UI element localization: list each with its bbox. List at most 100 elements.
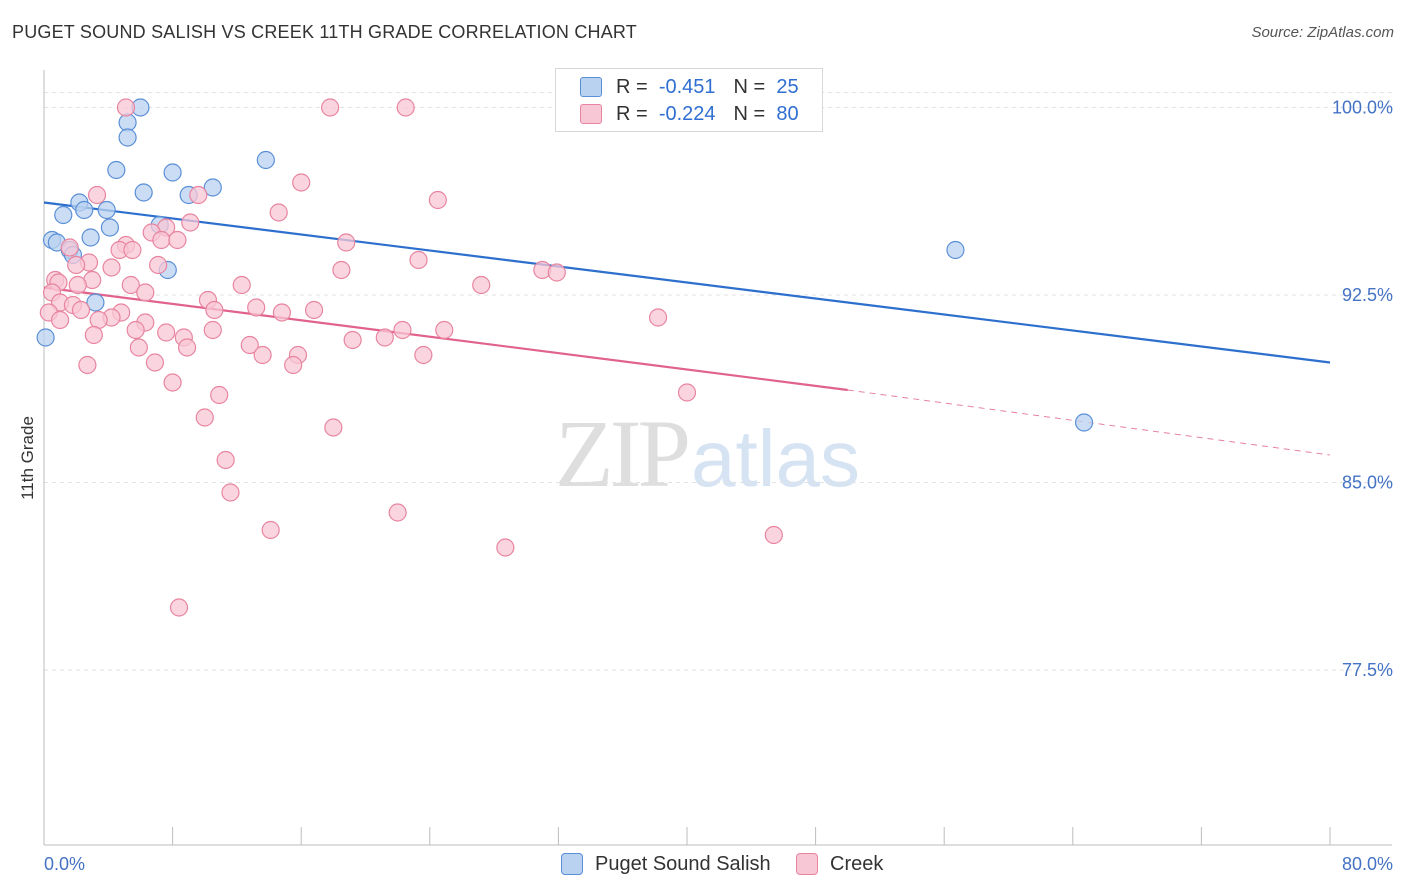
puget-point [134,183,153,202]
creek-point [116,98,136,117]
legend-row-puget: R = -0.451 N = 25 [580,75,799,99]
creek-point [414,345,433,365]
creek-point [435,320,454,340]
puget-point [107,160,126,180]
creek-point [321,98,340,117]
creek-point [261,520,280,540]
creek-point [50,310,70,330]
creek-point [71,300,91,320]
puget-point [86,293,105,312]
legend-n-value: 80 [776,102,799,125]
label-layer: 77.5% 85.0% 92.5% 100.0% 0.0% 80.0% [44,98,1393,875]
creek-point [247,298,266,317]
creek-point [393,320,412,340]
legend-swatch-pink [580,104,602,124]
creek-point [121,275,140,295]
bottom-legend-label-puget: Puget Sound Salish [595,852,771,875]
creek-point [67,255,86,275]
puget-point [97,200,116,220]
legend-swatch-blue [580,77,602,97]
creek-point [177,338,197,357]
watermark-zip: ZIP [555,400,691,507]
creek-point [324,418,343,437]
creek-point [677,383,697,402]
creek-point [126,320,145,340]
bottom-legend-label-creek: Creek [830,852,884,875]
creek-point [152,230,171,250]
point-layer [36,98,1094,617]
creek-point [253,345,272,365]
legend-r-label: R = [616,75,648,98]
creek-point [375,328,394,347]
legend-row-creek: R = -0.224 N = 80 [580,102,799,126]
y-tick-label: 100.0% [1332,98,1393,118]
puget-point [203,178,222,197]
creek-point [428,190,447,210]
x-tick-label-min: 0.0% [44,854,85,874]
source-label: Source: ZipAtlas.com [1251,24,1394,41]
puget-point [118,128,137,147]
puget-point [163,163,182,182]
legend-n-value: 25 [776,75,799,98]
grid-layer [44,92,1392,671]
puget-point [946,240,965,260]
legend-n-label: N = [733,75,766,98]
y-tick-label: 92.5% [1342,285,1393,305]
creek-point [145,353,165,372]
y-tick-label: 85.0% [1342,473,1393,493]
creek-point [332,260,351,280]
creek-point [764,525,783,545]
creek-point [472,275,491,295]
puget-point [1074,413,1094,432]
watermark-atlas: atlas [691,414,860,503]
legend-n-label: N = [733,102,766,125]
bottom-legend-puget: Puget Sound Salish [561,851,771,877]
creek-point [284,355,303,375]
creek-point [337,233,356,252]
creek-point [205,300,224,320]
creek-point [292,173,311,192]
creek-point [181,213,200,232]
creek-point [240,335,259,355]
creek-point [547,263,566,282]
watermark: ZIPatlas [555,398,860,509]
puget-point [36,328,55,347]
creek-point [78,355,97,375]
creek-point [157,323,176,342]
bottom-legend-swatch-blue [561,853,583,875]
puget-point [75,200,94,220]
creek-point [409,250,428,270]
puget-trend-line [43,201,1331,364]
creek-point [396,98,415,117]
axis-layer [43,70,1392,846]
creek-point [169,598,189,617]
creek-point [60,238,79,257]
creek-point [269,203,288,222]
creek-point [388,503,407,522]
bottom-legend-creek: Creek [796,851,883,877]
legend-r-value: -0.224 [658,102,716,125]
bottom-legend-swatch-pink [796,853,818,875]
creek-point [68,275,87,295]
puget-point [100,218,120,237]
creek-point [272,303,292,322]
creek-point [195,408,214,427]
x-tick-label-max: 80.0% [1342,854,1393,874]
creek-point [163,373,182,392]
creek-point [304,300,324,320]
creek-point [496,538,515,557]
y-tick-label: 77.5% [1342,660,1393,680]
stats-legend: R = -0.451 N = 25 R = -0.224 N = 80 [555,68,823,132]
chart-title: PUGET SOUND SALISH VS CREEK 11TH GRADE C… [12,22,637,42]
puget-point [256,150,275,170]
creek-point [87,185,107,205]
creek-point [149,255,168,275]
trend-layer [43,201,1331,456]
creek-point [89,310,108,330]
creek-point [136,283,155,302]
legend-r-value: -0.451 [658,75,716,98]
creek-point [343,330,362,350]
creek-point [189,185,208,205]
creek-point [210,385,229,405]
